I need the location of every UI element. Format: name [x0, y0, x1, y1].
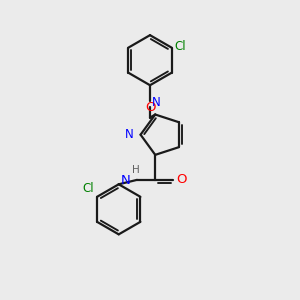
Text: Cl: Cl	[174, 40, 186, 53]
Text: Cl: Cl	[82, 182, 94, 195]
Text: O: O	[176, 173, 187, 186]
Text: N: N	[121, 174, 130, 187]
Text: O: O	[145, 101, 155, 114]
Text: N: N	[125, 128, 134, 141]
Text: N: N	[152, 96, 160, 109]
Text: H: H	[132, 166, 140, 176]
